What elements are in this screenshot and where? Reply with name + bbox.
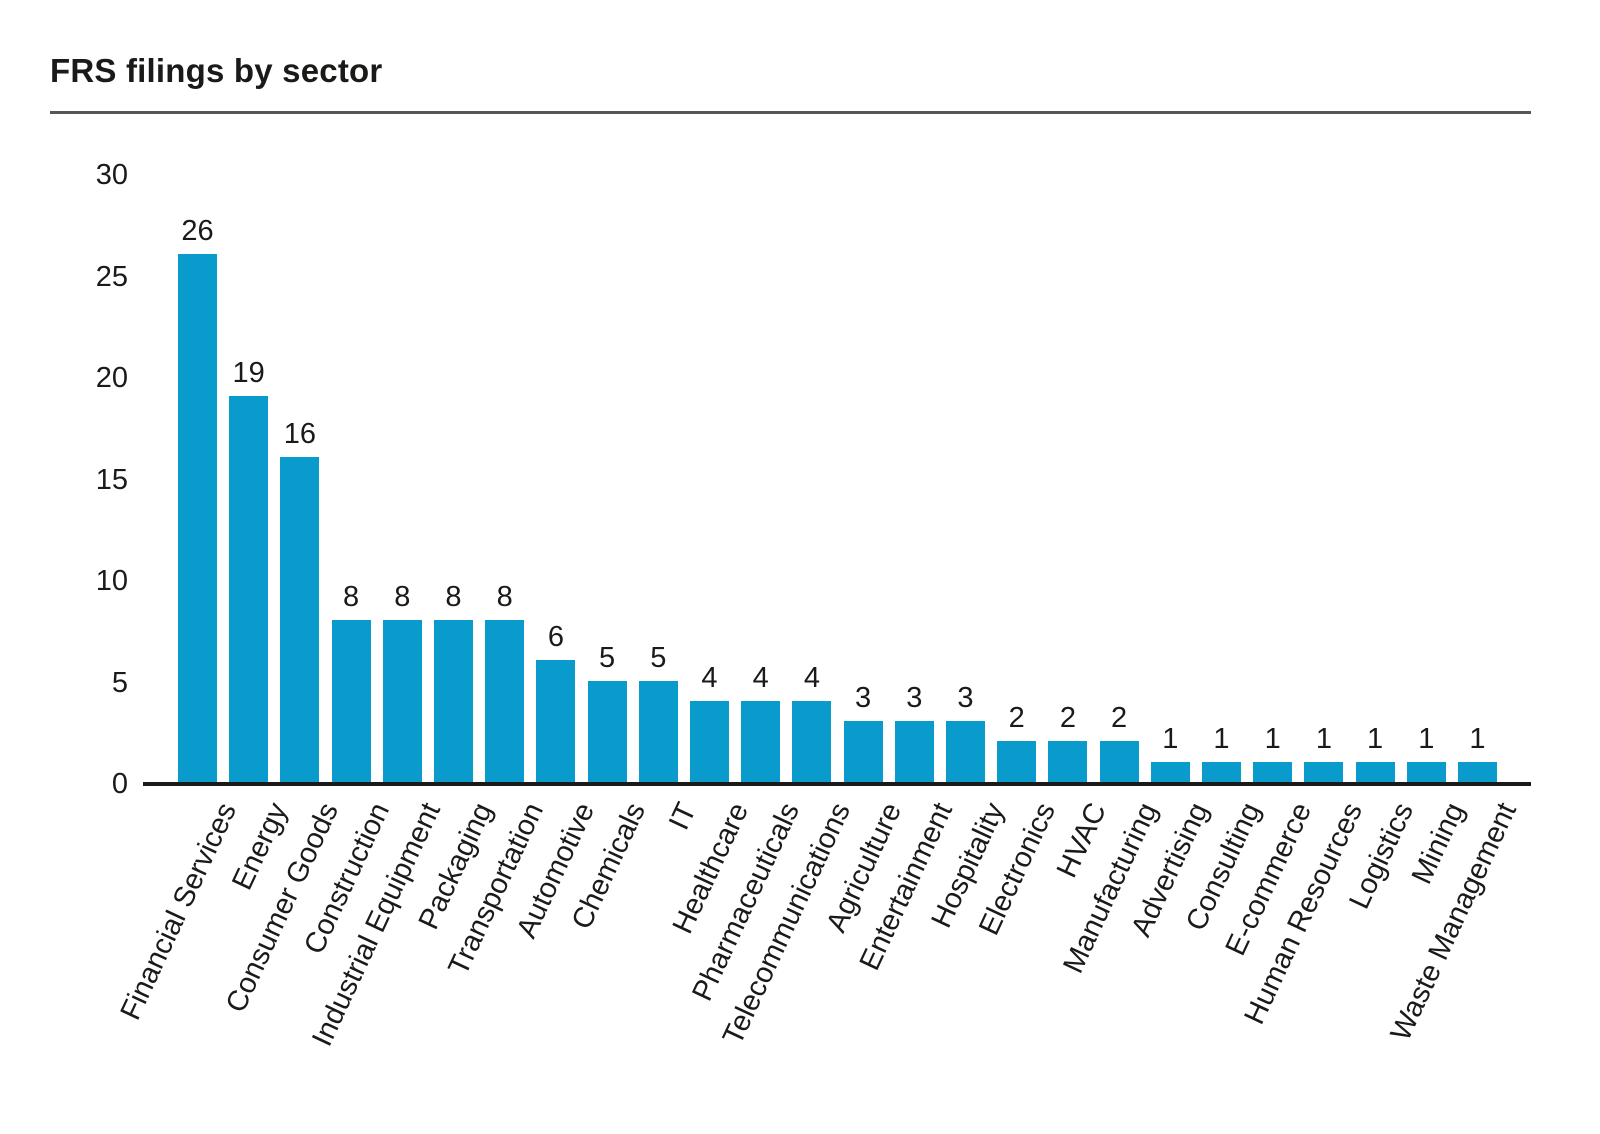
bar-value-label: 4 [752, 661, 769, 694]
bar [1355, 761, 1395, 782]
bar-value-label: 1 [1315, 722, 1332, 755]
bar-value-label: 1 [1162, 722, 1179, 755]
bar-value-label: 2 [1008, 702, 1025, 735]
y-tick-label: 30 [95, 159, 128, 191]
y-tick-label: 20 [95, 362, 128, 394]
bar [485, 619, 525, 782]
bar-value-label: 3 [855, 682, 872, 715]
bar [690, 700, 729, 782]
bar-value-label: 2 [1059, 702, 1076, 735]
bar-value-label: 19 [232, 357, 265, 390]
bar-value-label: 1 [1264, 722, 1281, 755]
bar [946, 721, 985, 782]
bar-value-label: 5 [599, 641, 616, 674]
bar [434, 619, 473, 782]
bar [1099, 741, 1139, 782]
bar-value-label: 1 [1213, 722, 1230, 755]
bar [280, 457, 320, 782]
bar [997, 741, 1037, 782]
bar [536, 660, 576, 782]
x-tick-label: IT [663, 798, 704, 835]
y-tick-label: 5 [111, 666, 128, 699]
bar [1202, 761, 1241, 782]
bar-value-label: 2 [1111, 702, 1128, 735]
bar [843, 721, 883, 782]
bar-value-label: 4 [803, 661, 820, 694]
bar [894, 721, 934, 782]
bar-value-label: 5 [650, 641, 667, 674]
bar [792, 700, 832, 782]
bar [1048, 741, 1088, 782]
bar-value-label: 16 [283, 418, 317, 451]
bar [741, 700, 781, 782]
bar [638, 680, 678, 782]
bar [1406, 761, 1446, 782]
bar [229, 396, 269, 782]
bar-value-label: 3 [957, 682, 974, 715]
bar-value-label: 8 [394, 580, 411, 613]
bar-value-label: 1 [1418, 722, 1435, 755]
bar [1150, 761, 1190, 782]
chart-title: FRS filings by sector [50, 52, 383, 89]
y-tick-label: 10 [95, 565, 128, 597]
x-tick-label: Financial Services [114, 798, 243, 1025]
bar [382, 619, 422, 782]
bar-value-label: 8 [496, 580, 513, 613]
bar-value-label: 4 [701, 661, 718, 694]
x-axis-line [143, 782, 1531, 786]
bar [331, 619, 371, 782]
y-tick-label: 0 [111, 768, 128, 800]
bar [587, 680, 627, 782]
bar [1458, 761, 1497, 782]
bar-value-label: 26 [181, 215, 214, 248]
bar-value-label: 8 [343, 580, 360, 613]
bar-value-label: 1 [1469, 722, 1486, 755]
bar [1304, 761, 1344, 782]
title-divider [50, 111, 1531, 114]
y-tick-label: 15 [95, 463, 128, 496]
bar [1253, 761, 1293, 782]
bar-value-label: 1 [1367, 722, 1384, 755]
bar-value-label: 3 [906, 682, 923, 715]
y-tick-label: 25 [95, 260, 128, 293]
bar [178, 254, 217, 782]
bar-value-label: 6 [547, 621, 564, 654]
bar-value-label: 8 [445, 580, 462, 613]
